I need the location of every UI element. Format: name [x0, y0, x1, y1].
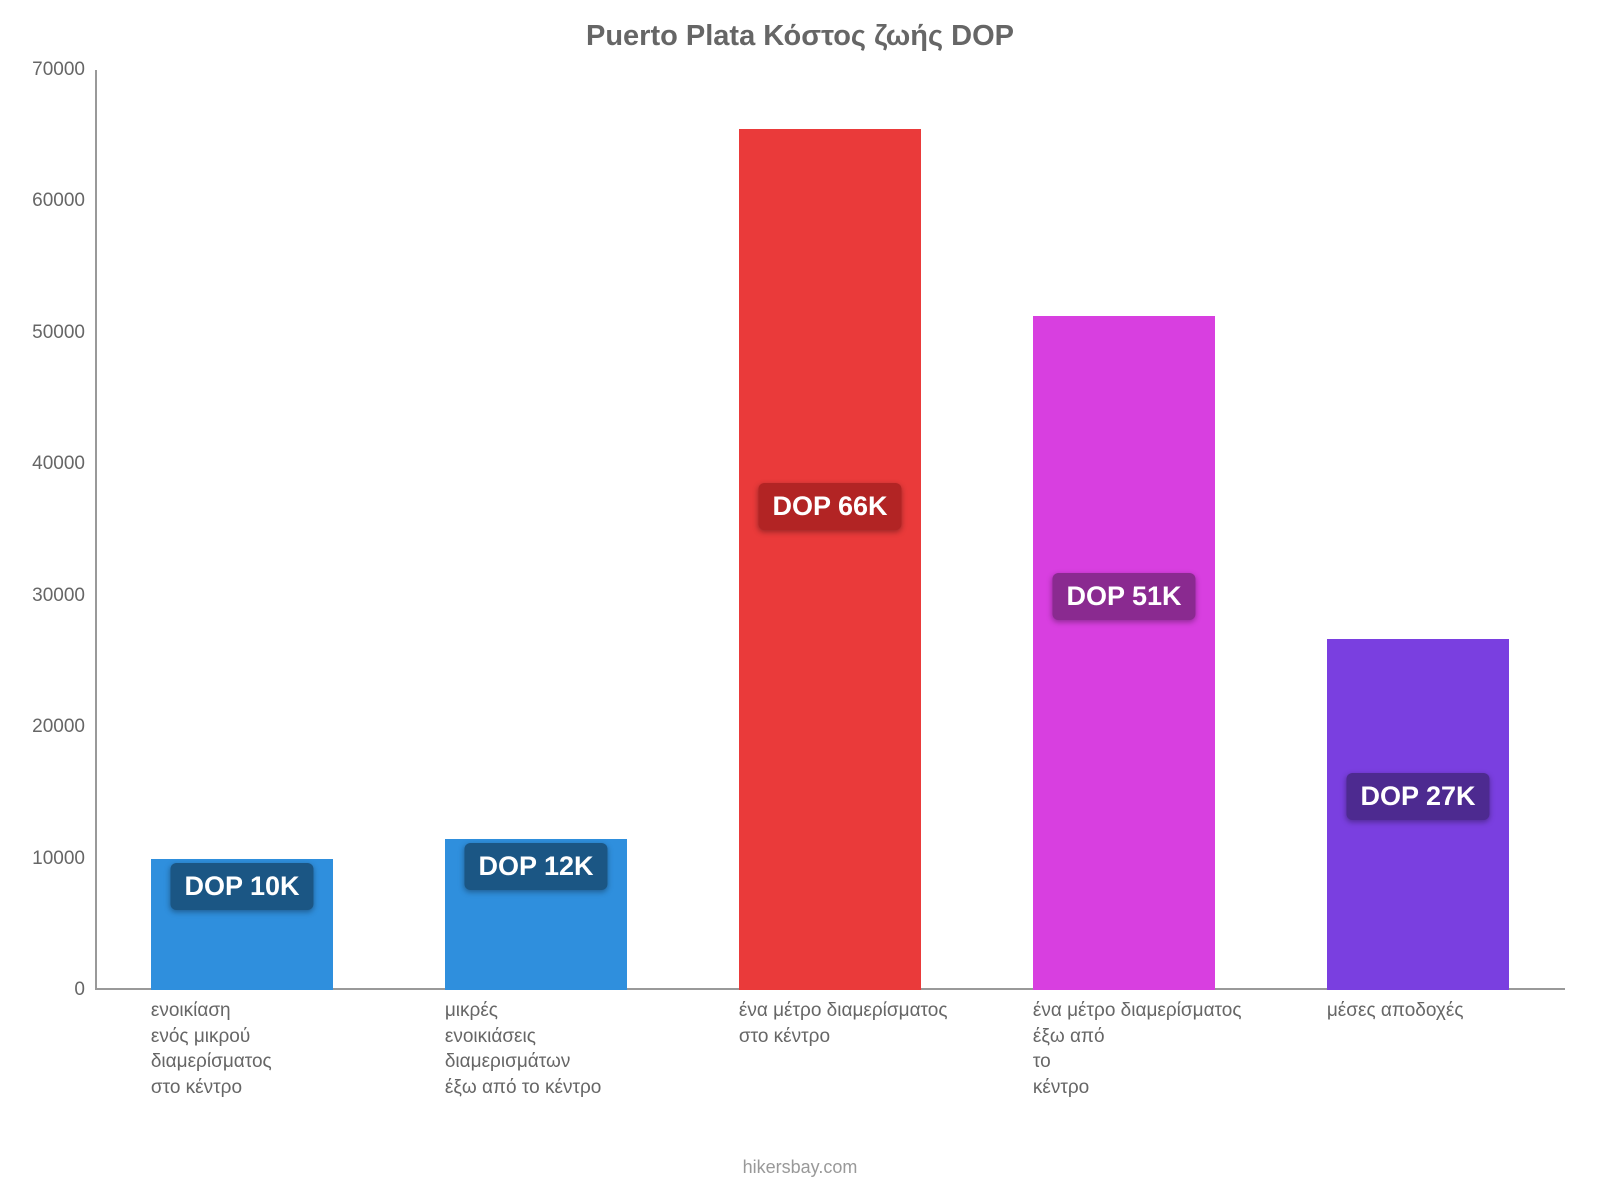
bar: DOP 10K: [151, 859, 333, 990]
y-tick-label: 20000: [32, 716, 85, 738]
bar: DOP 51K: [1033, 316, 1215, 990]
cost-of-living-bar-chart: Puerto Plata Κόστος ζωής DOP 0 10000 20000…: [0, 0, 1600, 1200]
value-badge: DOP 27K: [1346, 773, 1489, 820]
attribution-text: hikersbay.com: [0, 1157, 1600, 1178]
y-tick-label: 30000: [32, 585, 85, 607]
bar: DOP 12K: [445, 839, 627, 990]
y-tick-label: 60000: [32, 190, 85, 212]
value-badge: DOP 51K: [1052, 573, 1195, 620]
x-category-label: ενοικίασηενός μικρούδιαμερίσματοςστο κέν…: [151, 998, 411, 1101]
value-badge: DOP 12K: [464, 843, 607, 890]
x-category-label: ένα μέτρο διαμερίσματοςστο κέντρο: [739, 998, 999, 1049]
x-category-label: μικρέςενοικιάσειςδιαμερισμάτωνέξω από το…: [445, 998, 705, 1101]
bar: DOP 66K: [739, 129, 921, 990]
y-tick-label: 50000: [32, 322, 85, 344]
x-category-label: μέσες αποδοχές: [1327, 998, 1587, 1024]
y-tick-label: 0: [74, 979, 85, 1001]
value-badge: DOP 66K: [758, 483, 901, 530]
y-tick-label: 40000: [32, 453, 85, 475]
y-tick-label: 70000: [32, 59, 85, 81]
x-category-label: ένα μέτρο διαμερίσματοςέξω απότοκέντρο: [1033, 998, 1293, 1101]
y-tick-label: 10000: [32, 848, 85, 870]
bar: DOP 27K: [1327, 639, 1509, 990]
chart-title: Puerto Plata Κόστος ζωής DOP: [0, 20, 1600, 53]
value-badge: DOP 10K: [170, 863, 313, 910]
